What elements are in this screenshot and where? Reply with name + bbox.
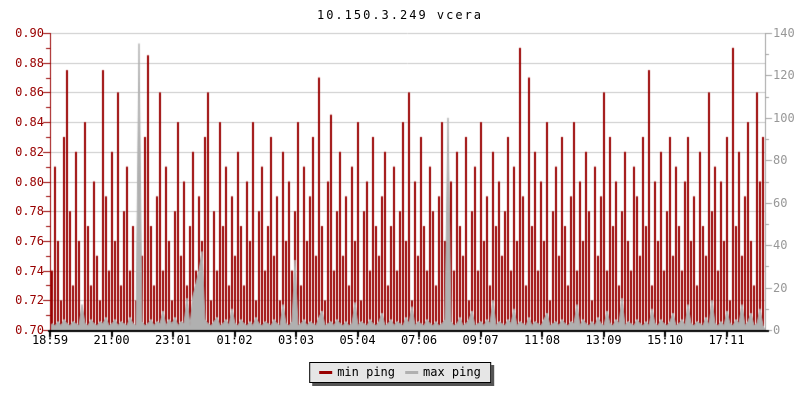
min-ping-legend-label: min ping — [337, 365, 395, 379]
x-tick-label: 07:06 — [400, 333, 438, 347]
y-left-tick-label: 0.74 — [15, 263, 44, 278]
y-right-tick-label: 120 — [773, 68, 795, 83]
legend: min ping max ping — [309, 362, 491, 383]
max-ping-legend-label: max ping — [423, 365, 481, 379]
y-right-tick-label: 100 — [773, 110, 795, 125]
y-left-tick-label: 0.90 — [15, 26, 44, 40]
x-tick-label: 13:09 — [585, 333, 622, 347]
x-tick-label: 03:03 — [277, 333, 315, 347]
graph-title: 10.150.3.249 vcera — [316, 8, 484, 22]
y-left-tick-label: 0.82 — [15, 144, 44, 159]
y-right-tick-label: 80 — [773, 153, 788, 168]
x-tick-label: 15:10 — [646, 333, 684, 347]
x-tick-label: 21:00 — [93, 333, 130, 347]
y-right-tick-label: 40 — [773, 238, 788, 253]
min-ping-swatch-icon — [319, 370, 333, 374]
y-right-tick-label: 60 — [773, 195, 788, 210]
x-tick-label: 17:11 — [708, 333, 745, 347]
y-left-tick-label: 0.76 — [15, 233, 44, 248]
x-tick-label: 01:02 — [216, 333, 253, 347]
y-right-tick-label: 0 — [773, 323, 781, 337]
y-left-tick-label: 0.80 — [15, 174, 44, 189]
y-right-tick-label: 20 — [773, 280, 788, 295]
y-left-tick-label: 0.78 — [15, 204, 44, 219]
x-tick-label: 23:01 — [154, 333, 192, 347]
y-left-tick-label: 0.72 — [15, 293, 44, 308]
x-tick-label: 05:04 — [339, 333, 376, 347]
y-left-tick-label: 0.70 — [15, 323, 44, 337]
y-left-tick-label: 0.86 — [15, 85, 44, 100]
y-right-tick-label: 140 — [773, 26, 795, 40]
y-left-tick-label: 0.88 — [15, 55, 44, 70]
y-left-tick-label: 0.84 — [15, 115, 44, 130]
x-tick-label: 11:08 — [523, 333, 561, 347]
x-tick-label: 09:07 — [462, 333, 499, 347]
max-ping-swatch-icon — [405, 370, 418, 374]
x-tick-label: 18:59 — [31, 333, 69, 347]
